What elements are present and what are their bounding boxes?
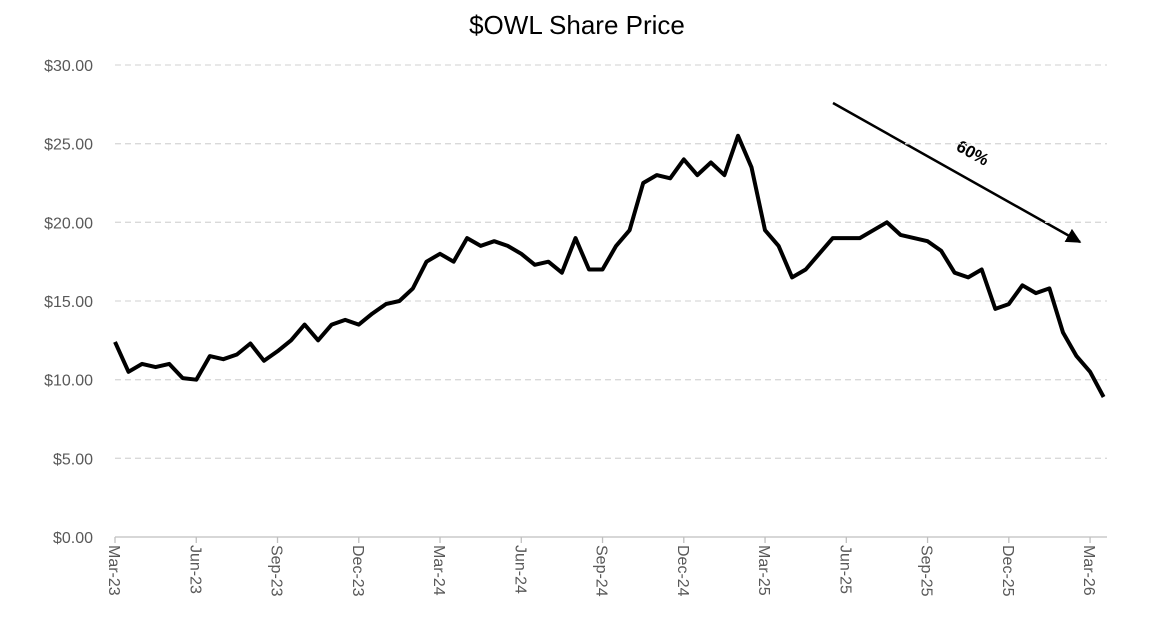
y-tick-label: $0.00	[53, 530, 93, 547]
x-tick-label: Dec-24	[674, 545, 691, 597]
x-tick-label: Jun-25	[836, 545, 853, 594]
x-tick-label: Mar-23	[105, 545, 122, 596]
annotation: 60%	[953, 137, 992, 170]
y-tick-label: $15.00	[44, 294, 93, 311]
y-tick-label: $30.00	[44, 58, 93, 75]
y-tick-label: $20.00	[44, 215, 93, 232]
x-tick-label: Dec-25	[999, 545, 1016, 597]
price-line	[113, 133, 1106, 398]
x-tick-label: Jun-23	[186, 545, 203, 594]
x-tick-label: Mar-26	[1080, 545, 1097, 596]
x-tick-label: Jun-24	[511, 545, 528, 594]
chart-title: $OWL Share Price	[469, 10, 685, 40]
x-tick-label: Mar-24	[430, 545, 447, 596]
x-tick-label: Sep-23	[268, 545, 285, 597]
x-tick-label: Sep-24	[593, 545, 610, 597]
x-tick-label: Sep-25	[918, 545, 935, 597]
x-tick-label: Mar-25	[755, 545, 772, 596]
y-tick-label: $25.00	[44, 137, 93, 154]
y-tick-label: $5.00	[53, 451, 93, 468]
trend-arrow	[832, 101, 1082, 244]
y-tick-label: $10.00	[44, 373, 93, 390]
x-tick-label: Dec-23	[349, 545, 366, 597]
